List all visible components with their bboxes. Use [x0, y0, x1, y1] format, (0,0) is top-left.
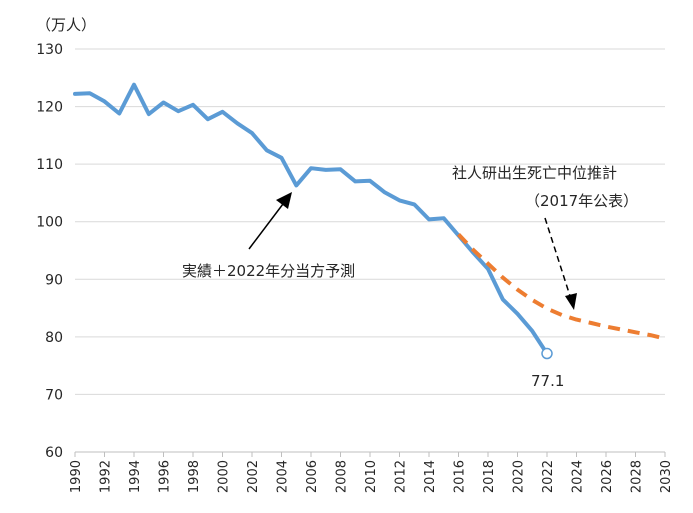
- series-line-projection: [457, 233, 666, 341]
- x-tick-2016: 2016: [453, 460, 468, 493]
- x-tick-2018: 2018: [482, 460, 497, 493]
- x-tick-1998: 1998: [187, 460, 202, 493]
- last-value-label: 77.1: [531, 372, 564, 390]
- x-tick-1994: 1994: [128, 460, 143, 493]
- y-tick-70: 70: [45, 387, 63, 403]
- series-lines: [73, 82, 666, 360]
- x-tick-2030: 2030: [659, 460, 674, 493]
- x-tick-2014: 2014: [423, 460, 438, 493]
- y-tick-110: 110: [36, 157, 63, 173]
- series-line-actual: [73, 82, 549, 356]
- actual-arrow: [248, 199, 287, 250]
- annotations: 実績＋2022年分当方予測 社人研出生死亡中位推計 （2017年公表） 77.1: [182, 164, 638, 390]
- x-tick-2022: 2022: [541, 460, 556, 493]
- projection-arrow: [544, 217, 571, 297]
- projection-label-line1: 社人研出生死亡中位推計: [452, 164, 617, 182]
- y-unit-label: （万人）: [36, 16, 96, 34]
- x-tick-2006: 2006: [305, 460, 320, 493]
- x-tick-2026: 2026: [600, 460, 615, 493]
- y-tick-120: 120: [36, 100, 63, 116]
- gridlines: [75, 48, 665, 453]
- x-tick-2028: 2028: [630, 460, 645, 493]
- y-axis-ticks: 60 70 80 90 100 110 120 130: [36, 42, 63, 461]
- actual-arrowhead: [276, 192, 292, 209]
- y-tick-130: 130: [36, 42, 63, 58]
- x-tick-2012: 2012: [394, 460, 409, 493]
- x-tick-2010: 2010: [364, 460, 379, 493]
- x-tick-2004: 2004: [276, 460, 291, 493]
- x-tick-1996: 1996: [158, 460, 173, 493]
- x-tick-2024: 2024: [571, 460, 586, 493]
- last-point-marker: [541, 347, 553, 360]
- x-axis-ticks: 1990 1992 1994 1996 1998 2000 2002 2004 2006 2008…: [69, 452, 674, 493]
- projection-label-line2: （2017年公表）: [525, 192, 638, 210]
- projection-arrowhead: [565, 293, 577, 310]
- x-tick-2008: 2008: [335, 460, 350, 493]
- y-tick-100: 100: [36, 215, 63, 231]
- x-tick-2002: 2002: [246, 460, 261, 493]
- x-tick-2020: 2020: [512, 460, 527, 493]
- x-tick-1992: 1992: [99, 460, 114, 493]
- y-tick-90: 90: [45, 272, 63, 288]
- actual-series-label: 実績＋2022年分当方予測: [182, 262, 355, 280]
- y-tick-60: 60: [45, 445, 63, 461]
- x-tick-2000: 2000: [217, 460, 232, 493]
- x-tick-1990: 1990: [69, 460, 84, 493]
- y-tick-80: 80: [45, 330, 63, 346]
